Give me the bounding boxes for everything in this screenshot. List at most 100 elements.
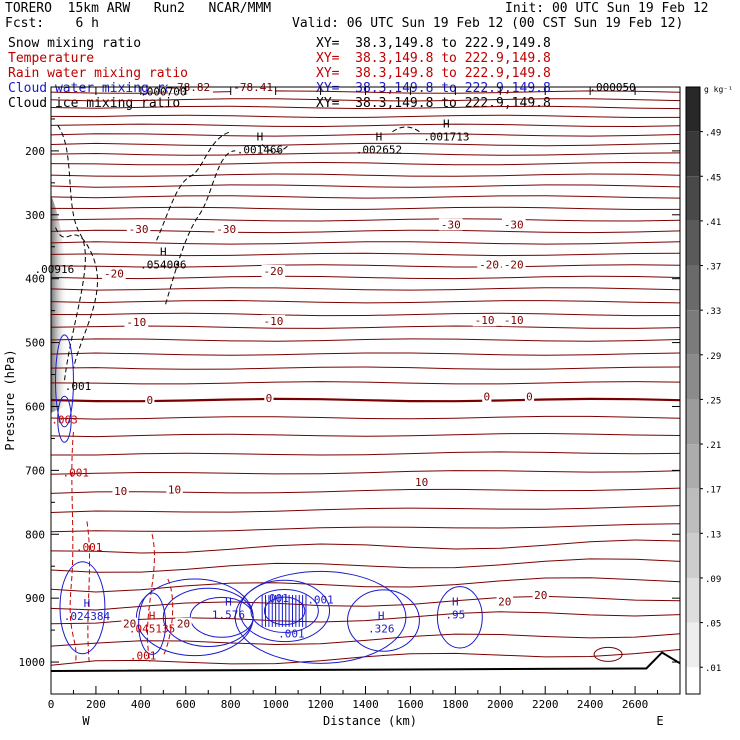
extremum-marker: H (160, 246, 167, 259)
x-tick-label: 600 (176, 698, 196, 711)
isotherm-line (50, 505, 681, 514)
isotherm-label: -20 (104, 268, 124, 281)
colorbar-tick-label: .05 (705, 620, 721, 630)
isotherm-line (50, 218, 681, 222)
dashed-contour (162, 578, 174, 656)
y-tick-label: 400 (25, 273, 45, 286)
extremum-marker: H (225, 596, 232, 609)
isotherm-line (50, 206, 681, 211)
isotherm-label-bg (532, 588, 549, 601)
chart-axes: 0 200 400 600 800 1000 1200 1400 1600 1800 2000 220… (19, 86, 681, 711)
isotherm-line (50, 633, 681, 647)
isotherm-label: 0 (526, 390, 533, 403)
isotherm-label: 10 (415, 476, 428, 489)
cloud-water-contour (189, 596, 254, 638)
isotherm-label: -10 (504, 314, 524, 327)
isotherm-line (50, 432, 681, 438)
isotherm-label-bg (439, 218, 463, 231)
isotherm-line (50, 287, 681, 291)
x-tick-label: 2600 (622, 698, 649, 711)
colorbar-segment (686, 310, 700, 355)
isotherm-line (50, 397, 681, 403)
contour-value-label: .00916 (34, 263, 74, 276)
cloud-water-contour (57, 395, 72, 443)
isotherm-line (50, 558, 681, 573)
isotherm-line (50, 415, 681, 420)
legend-xy: XY= 38.3,149.8 to 222.9,149.8 (316, 51, 551, 66)
colorbar-tick-label: .45 (705, 173, 721, 183)
snow-shading (51, 195, 69, 413)
forecast-hour: Fcst: 6 h (5, 16, 99, 31)
y-tick-label: 900 (25, 592, 45, 605)
dashed-contour (165, 150, 236, 305)
init-time: Init: 00 UTC Sun 19 Feb 12 (505, 1, 709, 16)
colorbar-tick-label: .41 (705, 218, 721, 228)
isotherm-line (50, 152, 681, 156)
isotherm-line (50, 264, 681, 268)
x-tick-label: 2200 (532, 698, 559, 711)
legend-label: Snow mixing ratio (8, 36, 142, 51)
colorbar-tick-label: .17 (705, 486, 721, 496)
isotherm-label-bg (261, 265, 286, 278)
extremum-value: .045135 (129, 623, 175, 636)
cloud-water-contour (54, 334, 74, 428)
colorbar-unit: g kg⁻¹ (704, 85, 733, 94)
cloud-water-contour (436, 586, 483, 649)
x-tick-label: 1200 (307, 698, 334, 711)
dashed-contour (55, 227, 98, 369)
isotherm-label: 10 (168, 484, 181, 497)
isotherm-label-bg (102, 267, 126, 280)
isotherm-label-bg (126, 222, 151, 235)
y-tick-label: 500 (25, 337, 45, 350)
dashed-contour (86, 521, 91, 663)
x-tick-label: 400 (131, 698, 151, 711)
colorbar-segment (686, 131, 700, 177)
contour-value-label: .001 (307, 593, 334, 606)
extremum-value: .054006 (140, 259, 186, 272)
colorbar-segment (686, 444, 700, 489)
extremum-value: .95 (445, 609, 465, 622)
extremum-value: .001466 (237, 144, 283, 157)
isotherm-label: -10 (475, 314, 495, 327)
colorbar-segment (686, 176, 700, 221)
x-tick-label: 0 (48, 698, 55, 711)
terrain-line (50, 651, 681, 672)
colorbar-segment (686, 533, 700, 578)
legend-xy: XY= 38.3,149.8 to 222.9,149.8 (316, 66, 551, 81)
colorbar-tick-label: .09 (705, 575, 721, 585)
isotherm-label-bg (264, 392, 274, 405)
isotherm-label-bg (501, 218, 526, 231)
model-title: TORERO 15km ARW Run2 NCAR/MMM (5, 1, 272, 16)
isotherm-label: 20 (177, 618, 190, 631)
isotherm-line (50, 299, 681, 304)
isotherm-label: -30 (216, 223, 236, 236)
cloud-water-contours (54, 334, 483, 664)
temperature-contours (50, 90, 681, 672)
isotherm-label-bg (175, 617, 192, 630)
isotherm-label: 20 (123, 618, 136, 631)
isotherm-label-bg (214, 222, 239, 235)
contour-value-label: .000700 (140, 85, 186, 98)
colorbar-segment (686, 220, 700, 266)
extremum-marker: H (257, 131, 264, 144)
y-tick-label: 700 (25, 464, 45, 477)
isotherm-label-bg (261, 314, 286, 327)
colorbar-frame (685, 86, 701, 695)
contour-value-label: .001 (76, 541, 103, 554)
y-tick-label: 300 (25, 209, 45, 222)
colorbar-segment (686, 667, 700, 694)
x-tick-label: 200 (86, 698, 106, 711)
y-axis-label: Pressure (hPa) (3, 349, 17, 450)
x-tick-label: 2400 (577, 698, 604, 711)
contour-value-label: .001 (262, 592, 289, 605)
extremum-marker: H (149, 610, 156, 623)
isotherm-label: -30 (441, 218, 461, 231)
snow-shade-area (51, 195, 69, 413)
isotherm-label-bg (477, 258, 501, 271)
colorbar-segment (686, 577, 700, 623)
extremum-marker: H (376, 131, 383, 144)
x-tick-label: 800 (221, 698, 241, 711)
y-tick-label: 800 (25, 528, 45, 541)
dashed-contour (392, 126, 420, 133)
x-tick-label: 1800 (442, 698, 469, 711)
